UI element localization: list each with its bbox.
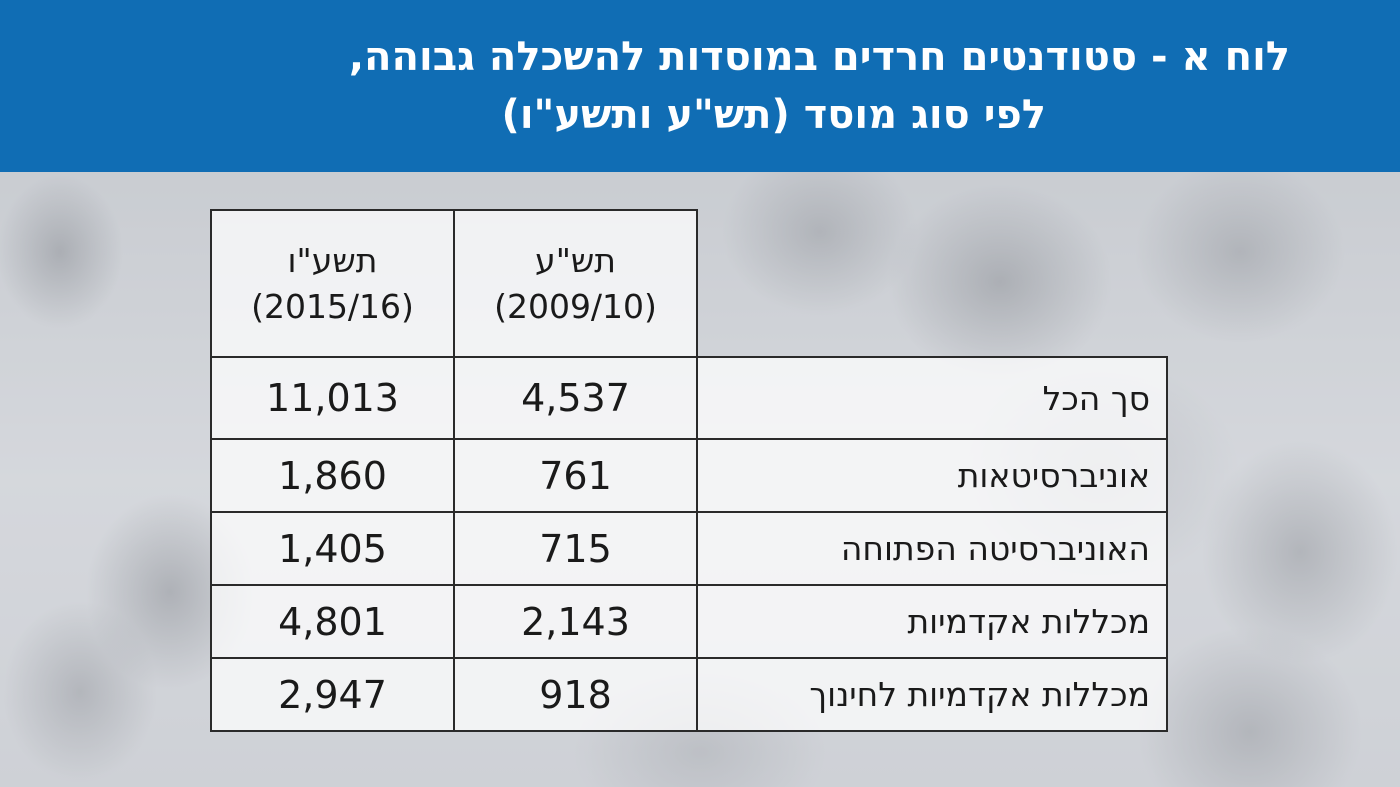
row-label: מכללות אקדמיות לחינוך (696, 657, 1168, 732)
table-row: 1,860 761 אוניברסיטאות (210, 438, 1168, 513)
table-row: 11,013 4,537 סך הכל (210, 356, 1168, 440)
cell-value-2009-10: 715 (453, 511, 698, 586)
cell-value-2009-10: 918 (453, 657, 698, 732)
cell-value-2015-16: 2,947 (210, 657, 455, 732)
cell-value-2009-10: 4,537 (453, 356, 698, 440)
title-banner: לוח א - סטודנטים חרדים במוסדות להשכלה גב… (0, 0, 1400, 172)
cell-value-2015-16: 4,801 (210, 584, 455, 659)
table-row: 4,801 2,143 מכללות אקדמיות (210, 584, 1168, 659)
empty-corner (697, 210, 1167, 357)
cell-value-2015-16: 11,013 (210, 356, 455, 440)
data-table: תשע"ו (2015/16) תש"ע (2009/10) 11,013 4,… (210, 209, 1168, 732)
cell-value-2009-10: 761 (453, 438, 698, 513)
cell-value-2009-10: 2,143 (453, 584, 698, 659)
row-label: מכללות אקדמיות (696, 584, 1168, 659)
column-header-2009-10: תש"ע (2009/10) (453, 209, 698, 358)
column-header-2015-16: תשע"ו (2015/16) (210, 209, 455, 358)
title-line-1: לוח א - סטודנטים חרדים במוסדות להשכלה גב… (348, 34, 1290, 80)
column-year-label: תשע"ו (287, 240, 378, 280)
row-label: סך הכל (696, 356, 1168, 440)
title-line-2: לפי סוג מוסד (תש"ע ותשע"ו) (501, 92, 1046, 138)
column-period-label: (2009/10) (494, 286, 657, 326)
cell-value-2015-16: 1,405 (210, 511, 455, 586)
cell-value-2015-16: 1,860 (210, 438, 455, 513)
table-row: 1,405 715 האוניברסיטה הפתוחה (210, 511, 1168, 586)
column-period-label: (2015/16) (251, 286, 414, 326)
row-label: אוניברסיטאות (696, 438, 1168, 513)
column-year-label: תש"ע (535, 240, 616, 280)
row-label: האוניברסיטה הפתוחה (696, 511, 1168, 586)
table-row: 2,947 918 מכללות אקדמיות לחינוך (210, 657, 1168, 732)
header-row: תשע"ו (2015/16) תש"ע (2009/10) (210, 209, 1167, 358)
